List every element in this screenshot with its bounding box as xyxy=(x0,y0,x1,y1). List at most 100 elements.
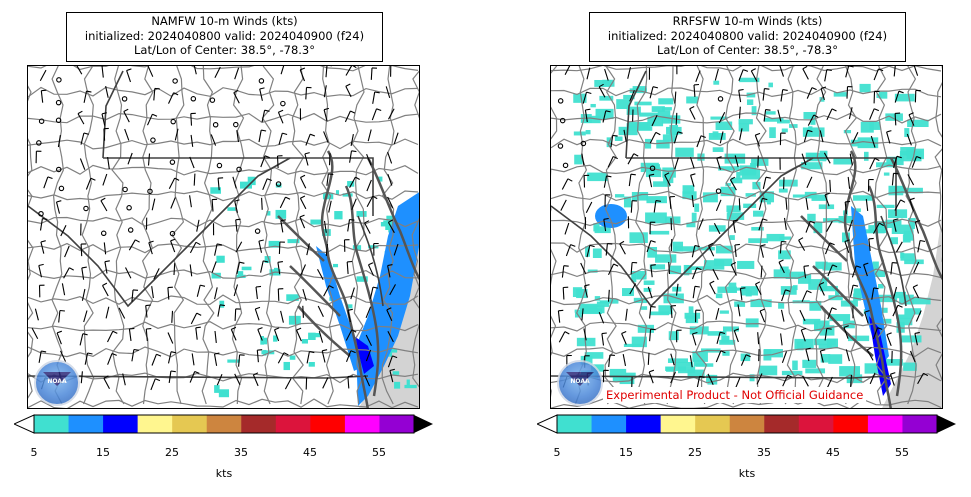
shade-5-15kt xyxy=(227,359,240,363)
county-line xyxy=(321,66,334,405)
wind-barb-shaft xyxy=(912,286,920,299)
shade-5-15kt xyxy=(807,213,816,222)
calm-wind-circle xyxy=(559,117,566,124)
calm-wind-circle xyxy=(169,230,176,237)
wind-barb-flag xyxy=(852,284,859,287)
wind-barb-shaft xyxy=(349,176,356,188)
wind-barb-flag xyxy=(372,286,379,289)
wind-barb-flag xyxy=(700,135,706,139)
shade-5-15kt xyxy=(674,246,697,252)
wind-barb-shaft xyxy=(80,371,83,384)
wind-barb-shaft xyxy=(131,349,135,362)
shade-5-15kt xyxy=(590,103,596,108)
wind-barb-shaft xyxy=(675,112,678,125)
wind-barb-shaft xyxy=(628,174,632,187)
shade-5-15kt xyxy=(632,86,647,90)
wind-barb-shaft xyxy=(347,219,351,232)
shade-5-15kt xyxy=(227,207,236,211)
wind-barb-flag xyxy=(304,152,310,155)
wind-barb-shaft xyxy=(153,268,160,280)
wind-barb-flag xyxy=(90,177,96,181)
wind-barb-shaft xyxy=(351,198,357,211)
wind-barb-shaft xyxy=(649,132,657,144)
wind-barb-shaft xyxy=(648,371,654,384)
wind-barb-shaft xyxy=(364,374,371,387)
shade-5-15kt xyxy=(662,167,676,178)
county-line xyxy=(551,66,558,398)
county-line xyxy=(724,66,737,405)
wind-barb-shaft xyxy=(689,108,696,120)
wind-barb-shaft xyxy=(863,264,868,277)
shade-5-15kt xyxy=(386,215,395,223)
wind-barb-shaft xyxy=(234,308,237,321)
wind-barb-shaft xyxy=(39,69,47,81)
wind-barb-flag xyxy=(351,329,357,333)
wind-barb-shaft xyxy=(762,177,767,190)
wind-barb-shaft xyxy=(758,198,763,211)
wind-barb-flag xyxy=(863,262,869,266)
wind-barb-shaft xyxy=(299,216,306,229)
shade-5-15kt xyxy=(902,187,923,194)
shade-5-15kt xyxy=(907,218,916,223)
coastlines xyxy=(277,150,419,408)
wind-barb-shaft xyxy=(755,283,762,296)
wind-barb-flag xyxy=(831,307,837,311)
wind-barb-flag xyxy=(878,68,884,72)
colorbar-segment xyxy=(310,415,346,433)
wind-barb-shaft xyxy=(696,135,702,148)
wind-barb-shaft xyxy=(827,264,834,277)
wind-barb-flag xyxy=(778,259,784,263)
wind-barb-shaft xyxy=(562,287,565,300)
wind-barb-shaft xyxy=(670,218,673,231)
shade-5-15kt xyxy=(594,296,601,301)
wind-barb-shaft xyxy=(674,157,679,170)
wind-barb-shaft xyxy=(57,135,61,148)
wind-barb-shaft xyxy=(103,242,107,255)
shade-5-15kt xyxy=(614,194,625,198)
wind-barb-shaft xyxy=(262,178,268,191)
shade-5-15kt xyxy=(646,196,667,204)
shade-5-15kt xyxy=(741,169,761,180)
wind-barb-shaft xyxy=(627,153,635,165)
wind-barb-shaft xyxy=(715,350,722,363)
shade-5-15kt xyxy=(878,91,888,99)
wind-barb-shaft xyxy=(715,199,722,212)
wind-barb-shaft xyxy=(276,155,279,169)
chesapeake-west-shore xyxy=(843,150,892,408)
wind-barb-flag xyxy=(258,239,264,242)
shade-5-15kt xyxy=(219,300,225,308)
county-line xyxy=(111,66,125,405)
wind-barb-shaft xyxy=(798,239,806,251)
calm-wind-circle xyxy=(233,121,239,128)
wind-barb-flag xyxy=(813,114,819,118)
wind-barb-flag xyxy=(820,86,827,89)
wind-barb-shaft xyxy=(323,109,328,122)
county-borders xyxy=(551,66,942,408)
shade-5-15kt xyxy=(675,362,694,367)
wind-barb-shaft xyxy=(317,268,324,281)
county-line xyxy=(844,66,857,405)
wind-barb-shaft xyxy=(345,350,352,363)
wind-barb-shaft xyxy=(189,242,197,254)
wind-barb-flag xyxy=(824,192,830,196)
wind-barb-flag xyxy=(194,370,200,374)
wind-barb-flag xyxy=(170,351,177,354)
wind-barb-shaft xyxy=(304,153,309,166)
wind-barb-flag xyxy=(806,290,812,294)
colorbar-segment xyxy=(591,415,627,433)
wind-barb-shaft xyxy=(369,286,374,299)
wind-barb-flag xyxy=(129,327,135,330)
wind-barb-shaft xyxy=(372,91,376,104)
wind-barb-shaft xyxy=(718,112,726,124)
wind-barb-shaft xyxy=(345,329,353,341)
wind-barb-shaft xyxy=(581,308,584,321)
wind-barb-flag xyxy=(912,284,918,288)
wind-barb-shaft xyxy=(850,374,853,387)
county-line xyxy=(551,138,942,149)
wind-barb-shaft xyxy=(364,222,371,234)
shade-5-15kt xyxy=(649,230,670,235)
wind-barb-shaft xyxy=(780,89,784,102)
wind-barb-shaft xyxy=(189,195,192,208)
wind-barb-shaft xyxy=(236,262,241,275)
shade-5-15kt xyxy=(792,360,798,371)
